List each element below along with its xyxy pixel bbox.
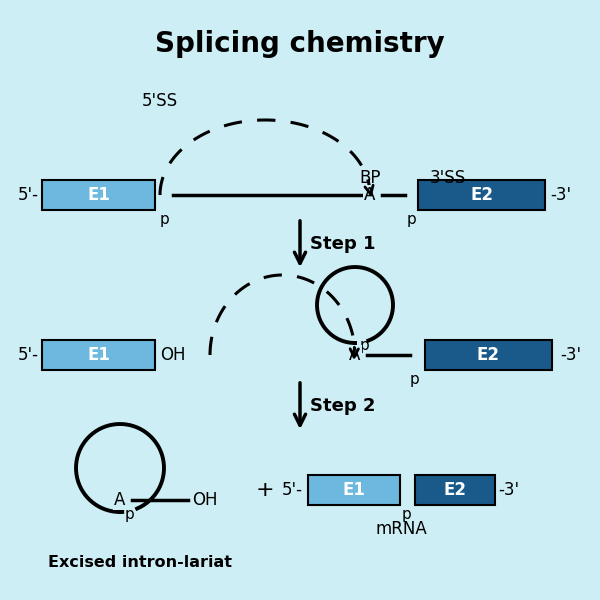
Text: p: p [360,338,370,353]
FancyBboxPatch shape [308,475,400,505]
Text: -3': -3' [498,481,519,499]
Text: OH: OH [192,491,218,509]
Text: BP: BP [359,169,381,187]
Text: E1: E1 [87,186,110,204]
Text: E2: E2 [470,186,493,204]
FancyBboxPatch shape [418,180,545,210]
Text: p: p [160,212,170,227]
FancyBboxPatch shape [42,340,155,370]
FancyBboxPatch shape [415,475,495,505]
Text: E1: E1 [87,346,110,364]
Text: mRNA: mRNA [376,520,427,538]
Text: E1: E1 [343,481,365,499]
Text: p: p [402,507,412,522]
Text: A: A [349,346,361,364]
Text: E2: E2 [443,481,467,499]
FancyBboxPatch shape [425,340,552,370]
Text: 5'SS: 5'SS [142,92,178,110]
Text: Step 1: Step 1 [310,235,376,253]
Text: 5'-: 5'- [18,186,39,204]
Text: p: p [125,507,135,522]
Text: +: + [256,480,274,500]
Text: Excised intron-lariat: Excised intron-lariat [48,555,232,570]
Text: 5'-: 5'- [282,481,303,499]
Text: A: A [364,186,376,204]
Text: p: p [410,372,420,387]
Text: 3'SS: 3'SS [430,169,466,187]
Text: Step 2: Step 2 [310,397,376,415]
Text: -3': -3' [560,346,581,364]
Text: p: p [407,212,417,227]
FancyBboxPatch shape [42,180,155,210]
Text: Splicing chemistry: Splicing chemistry [155,30,445,58]
Text: 5'-: 5'- [18,346,39,364]
Text: A: A [115,491,125,509]
Text: OH: OH [160,346,185,364]
Text: -3': -3' [550,186,571,204]
Text: E2: E2 [477,346,500,364]
